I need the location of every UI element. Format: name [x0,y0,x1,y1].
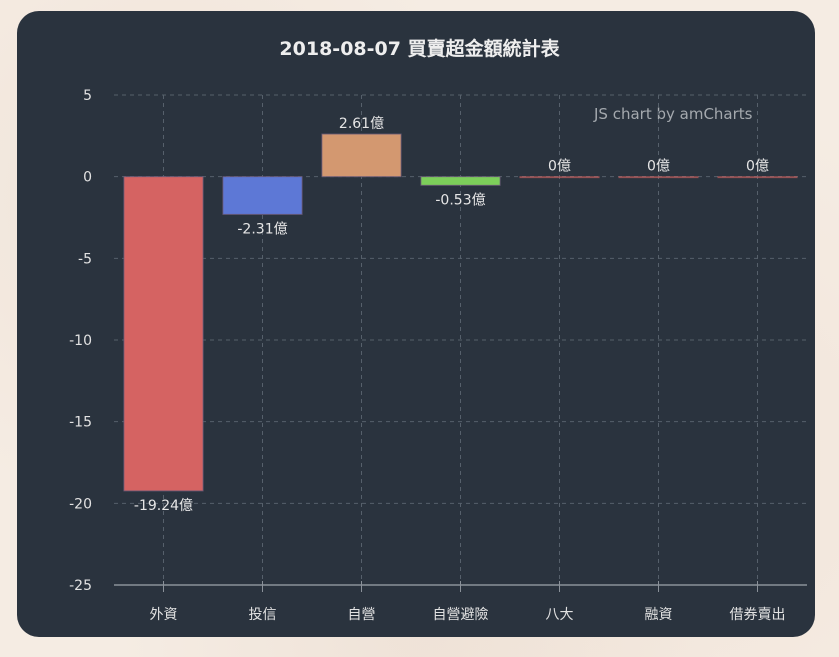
bar-5[interactable] [519,176,600,179]
bar-6[interactable] [618,176,699,179]
value-label: 0億 [647,159,670,175]
bar-3[interactable] [321,133,402,178]
bar-7[interactable] [717,176,798,179]
y-tick-label: -15 [69,415,92,431]
x-tick-label: 自營避險 [433,607,489,623]
x-tick-label: 外資 [150,607,178,623]
bar-4[interactable] [420,176,501,186]
x-tick-label: 八大 [546,607,574,623]
value-label: -2.31億 [237,221,287,237]
value-label: -0.53億 [435,192,485,208]
value-label: 0億 [746,159,769,175]
amcharts-credit-link[interactable]: JS chart by amCharts [594,105,753,123]
bar-series [123,133,798,492]
y-tick-label: 0 [83,170,92,186]
value-label: 2.61億 [339,116,384,132]
y-tick-label: -25 [69,578,92,594]
value-labels: -19.24億 -2.31億 2.61億 -0.53億 0億 0億 0億 [134,116,769,514]
y-tick-label: 5 [83,88,92,104]
value-label: -19.24億 [134,498,193,514]
bar-2[interactable] [222,176,303,215]
y-axis: 5 0 -5 -10 -15 -20 -25 [69,88,92,594]
value-label: 0億 [548,159,571,175]
grid-lines [114,94,807,585]
x-tick-label: 自營 [348,607,376,623]
y-tick-label: -5 [78,251,92,267]
x-tick-label: 借券賣出 [730,607,786,623]
x-tick-label: 融資 [645,607,673,623]
x-tick-label: 投信 [249,607,277,623]
bar-1[interactable] [123,176,204,492]
x-axis: 外資 投信 自營 自營避險 八大 融資 借券賣出 [114,581,807,623]
chart-title: 2018-08-07 買賣超金額統計表 [279,38,560,60]
y-tick-label: -20 [69,496,92,512]
y-tick-label: -10 [69,333,92,349]
